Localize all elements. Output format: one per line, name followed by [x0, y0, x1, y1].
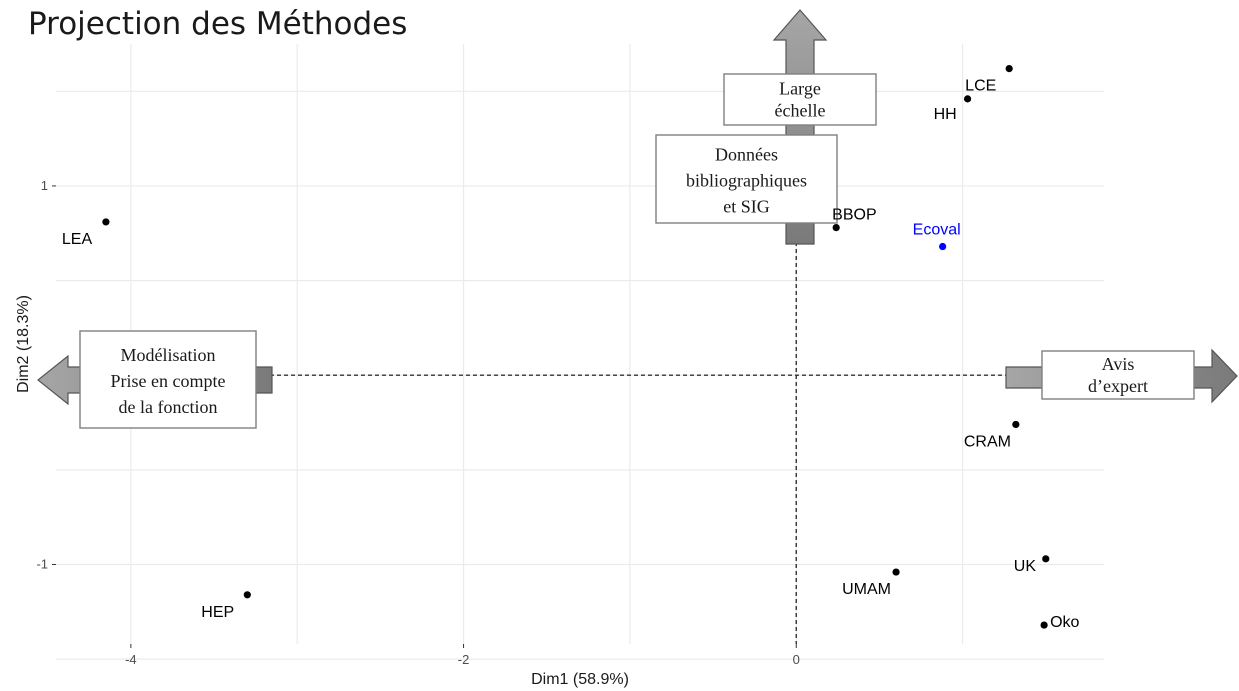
point-label: UK	[1014, 558, 1037, 575]
data-point	[963, 95, 972, 103]
large-echelle-annotation-text: échelle	[775, 101, 826, 121]
y-tick-label: 1	[41, 178, 48, 193]
large-echelle-annotation-text: Large	[779, 79, 821, 99]
large-echelle-annotation-box	[723, 73, 877, 126]
point-label: UMAM	[842, 581, 891, 598]
page-title: Projection des Méthodes	[28, 6, 408, 42]
data-point	[892, 568, 900, 576]
point-label: BBOP	[832, 207, 876, 224]
data-point	[1040, 621, 1048, 629]
x-tick-label: -4	[125, 652, 137, 667]
avis-expert-annotation-box	[1041, 350, 1195, 400]
data-point	[243, 591, 251, 599]
x-axis-title: Dim1 (58.9%)	[531, 671, 629, 688]
point-label: Ecoval	[913, 222, 961, 239]
y-tick-label: -1	[36, 557, 48, 572]
data-point	[832, 223, 840, 232]
modelisation-annotation-box	[79, 330, 257, 429]
point-label: Oko	[1050, 614, 1079, 631]
point-label: HH	[934, 106, 957, 123]
modelisation-annotation-text: Modélisation	[121, 345, 216, 365]
donnees-sig-annotation-text: et SIG	[723, 196, 770, 216]
point-label: LCE	[965, 78, 996, 95]
data-point	[1012, 420, 1020, 429]
y-axis-title: Dim2 (18.3%)	[15, 295, 32, 393]
x-tick-label: -2	[458, 652, 470, 667]
point-label: CRAM	[964, 433, 1011, 450]
avis-expert-annotation-text: d’expert	[1088, 376, 1148, 396]
data-point	[1042, 555, 1050, 563]
data-point	[1005, 65, 1013, 73]
avis-expert-annotation-text: Avis	[1102, 354, 1135, 374]
data-point	[102, 218, 110, 226]
donnees-sig-annotation-box	[655, 134, 838, 224]
point-label: HEP	[201, 604, 234, 621]
data-point	[939, 242, 947, 251]
data-points: LCE HH BBOP Ecoval LEA CRAM UK UMAM Oko HEP	[62, 65, 1080, 631]
modelisation-annotation-text: Prise en compte	[111, 371, 226, 391]
point-label: LEA	[62, 231, 93, 248]
x-tick-label: 0	[793, 652, 800, 667]
donnees-sig-annotation-text: bibliographiques	[686, 170, 807, 190]
donnees-sig-annotation-text: Données	[715, 144, 778, 164]
modelisation-annotation-text: de la fonction	[119, 397, 218, 417]
